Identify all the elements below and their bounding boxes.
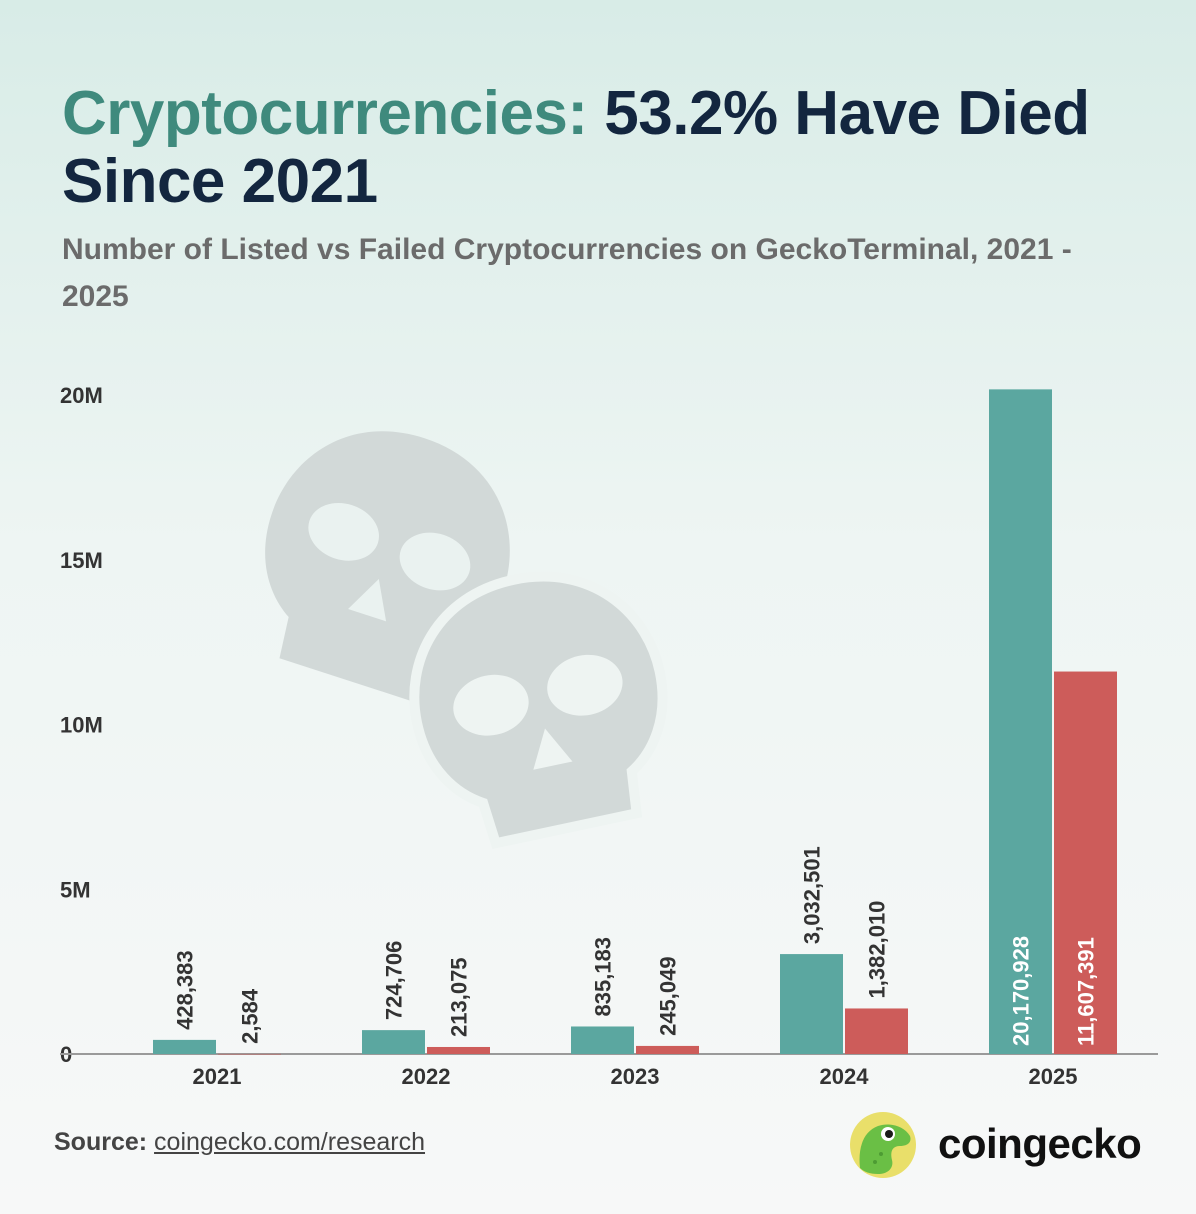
bar — [780, 954, 843, 1054]
bar — [989, 389, 1052, 1054]
chart-subtitle: Number of Listed vs Failed Cryptocurrenc… — [62, 233, 1072, 313]
gecko-logo-icon — [850, 1112, 916, 1178]
source-link[interactable]: coingecko.com/research — [154, 1128, 426, 1156]
bar — [427, 1046, 490, 1054]
x-tick-label: 2023 — [611, 1064, 660, 1089]
source-note: Source: coingecko.com/research — [54, 1128, 425, 1157]
x-tick-label: 2024 — [820, 1064, 870, 1089]
bar — [845, 1008, 908, 1054]
x-tick-label: 2025 — [1029, 1064, 1078, 1089]
title-accent: Cryptocurrencies: — [62, 79, 588, 148]
bar-value-label: 20,170,928 — [1009, 936, 1034, 1046]
bar — [1054, 671, 1117, 1054]
bar-value-label: 428,383 — [173, 950, 198, 1030]
brand-logo[interactable]: coingecko — [850, 1110, 1170, 1180]
title-rest: 53.2% Have Died Since 2021 — [62, 79, 1090, 216]
page-title: Cryptocurrencies: 53.2% Have Died Since … — [62, 80, 1172, 216]
bar — [218, 1053, 281, 1055]
bar-value-label: 724,706 — [382, 941, 407, 1021]
y-tick-label: 20M — [60, 383, 103, 408]
x-tick-label: 2022 — [402, 1064, 451, 1089]
bar — [636, 1045, 699, 1054]
bar-value-label: 2,584 — [238, 988, 263, 1044]
bar-value-label: 11,607,391 — [1074, 937, 1099, 1046]
brand-name: coingecko — [938, 1120, 1142, 1167]
bars-group: 428,383 2,584 724,706 213,075 835,183 245,049… — [153, 389, 1117, 1055]
bar-value-label: 835,183 — [591, 937, 616, 1017]
y-tick-label: 15M — [60, 548, 103, 573]
x-axis: 2021 2022 2023 2024 2025 — [193, 1064, 1078, 1089]
bar — [153, 1039, 216, 1054]
y-tick-label: 5M — [60, 877, 91, 902]
bar-value-label: 213,075 — [447, 957, 472, 1037]
bar — [362, 1030, 425, 1054]
y-tick-label: 10M — [60, 713, 103, 738]
bar — [571, 1026, 634, 1054]
source-label: Source: — [54, 1128, 148, 1156]
skull-icon — [409, 571, 668, 850]
bar-value-label: 245,049 — [656, 956, 681, 1036]
bar-value-label: 3,032,501 — [800, 846, 825, 944]
bar-value-label: 1,382,010 — [865, 901, 890, 999]
x-tick-label: 2021 — [193, 1064, 242, 1089]
